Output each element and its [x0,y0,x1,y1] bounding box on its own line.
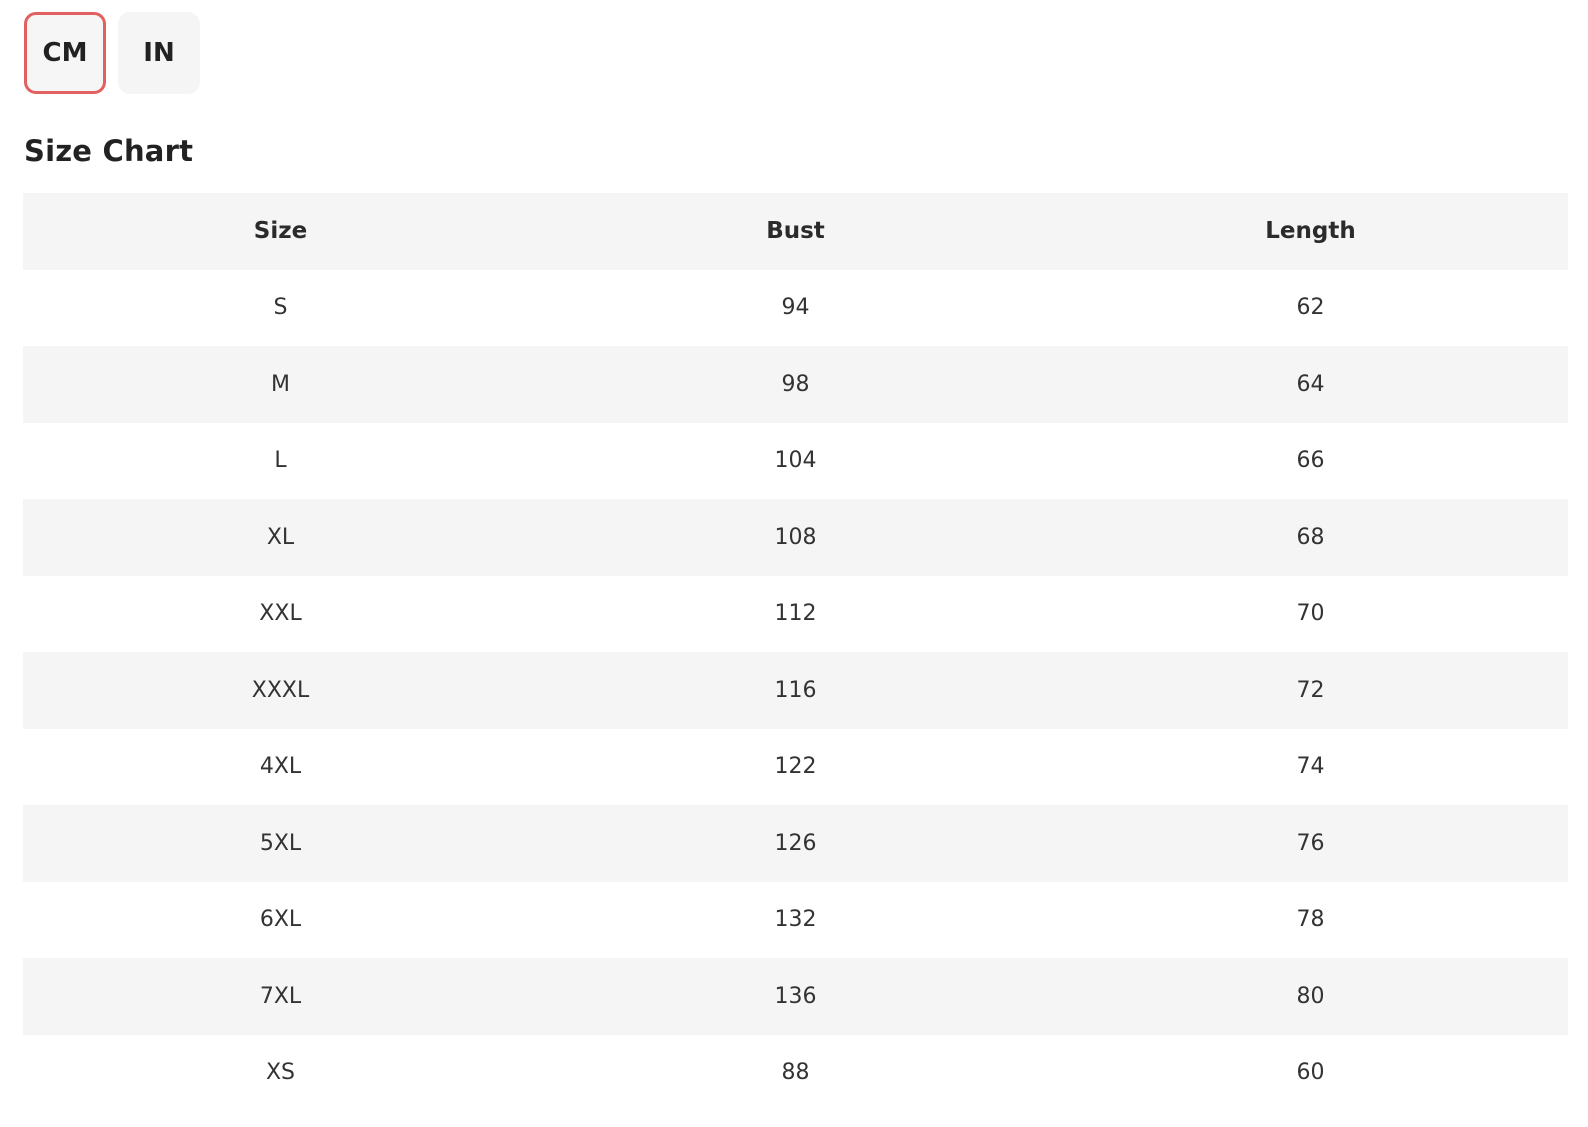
table-header-row: Size Bust Length [23,193,1568,270]
header-size: Size [23,193,538,270]
table-row: 6XL 132 78 [23,881,1568,958]
cell-bust: 98 [538,346,1053,423]
cell-bust: 126 [538,805,1053,882]
unit-cm-button[interactable]: CM [24,12,106,94]
table-row: XXL 112 70 [23,575,1568,652]
table-row: L 104 66 [23,422,1568,499]
cell-size: 7XL [23,958,538,1035]
cell-bust: 116 [538,652,1053,729]
table-row: 5XL 126 76 [23,805,1568,882]
cell-length: 74 [1053,728,1568,805]
cell-size: S [23,269,538,346]
cell-size: XXL [23,575,538,652]
cell-size: 5XL [23,805,538,882]
header-bust: Bust [538,193,1053,270]
header-length: Length [1053,193,1568,270]
cell-length: 64 [1053,346,1568,423]
table-row: 7XL 136 80 [23,958,1568,1035]
cell-bust: 112 [538,575,1053,652]
table-row: 4XL 122 74 [23,728,1568,805]
cell-bust: 108 [538,499,1053,576]
cell-bust: 132 [538,881,1053,958]
cell-length: 62 [1053,269,1568,346]
table-row: XL 108 68 [23,499,1568,576]
cell-length: 78 [1053,881,1568,958]
table-row: XS 88 60 [23,1034,1568,1111]
cell-size: 6XL [23,881,538,958]
cell-bust: 104 [538,422,1053,499]
cell-bust: 136 [538,958,1053,1035]
cell-bust: 88 [538,1034,1053,1111]
cell-length: 72 [1053,652,1568,729]
table-row: S 94 62 [23,269,1568,346]
cell-size: XL [23,499,538,576]
unit-toggle: CM IN [24,12,200,94]
cell-size: L [23,422,538,499]
cell-length: 80 [1053,958,1568,1035]
cell-length: 60 [1053,1034,1568,1111]
table-row: M 98 64 [23,346,1568,423]
unit-in-button[interactable]: IN [118,12,200,94]
cell-length: 66 [1053,422,1568,499]
cell-length: 76 [1053,805,1568,882]
size-table: Size Bust Length S 94 62 M 98 64 L 104 6… [23,193,1568,1111]
cell-bust: 122 [538,728,1053,805]
table-row: XXXL 116 72 [23,652,1568,729]
cell-length: 68 [1053,499,1568,576]
cell-size: XXXL [23,652,538,729]
cell-size: M [23,346,538,423]
cell-length: 70 [1053,575,1568,652]
page-title: Size Chart [24,134,194,168]
cell-bust: 94 [538,269,1053,346]
cell-size: 4XL [23,728,538,805]
cell-size: XS [23,1034,538,1111]
